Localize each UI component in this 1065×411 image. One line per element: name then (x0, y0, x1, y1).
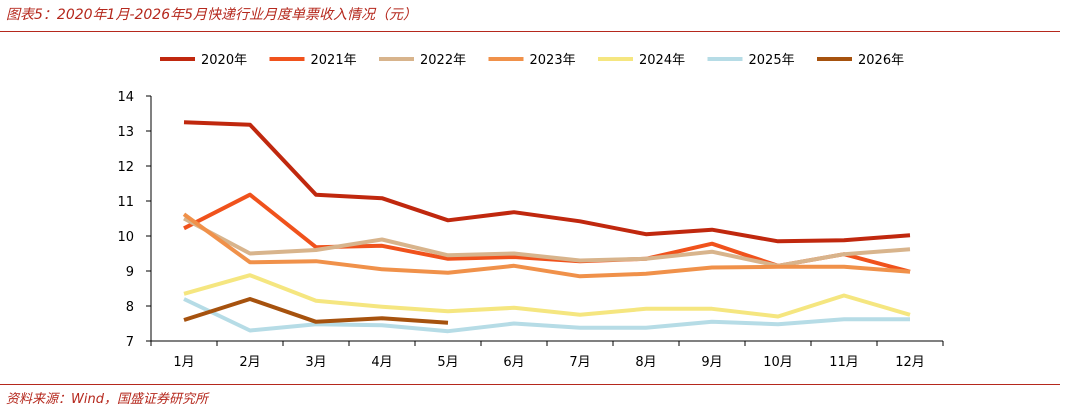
x-tick-label: 1月 (173, 355, 194, 370)
x-tick-label: 11月 (829, 355, 859, 370)
source-note: 资料来源：Wind，国盛证券研究所 (6, 392, 208, 407)
x-tick-label: 7月 (569, 355, 590, 370)
legend-label: 2020年 (201, 53, 247, 68)
y-tick-label: 7 (126, 335, 134, 350)
legend-label: 2025年 (749, 53, 795, 68)
x-tick-label: 10月 (763, 355, 793, 370)
chart-series (182, 120, 911, 334)
y-tick-label: 12 (117, 160, 134, 175)
series-line-2024年 (183, 273, 911, 319)
series-line-2023年 (182, 212, 911, 279)
top-divider (0, 31, 1060, 32)
x-tick-label: 3月 (305, 355, 326, 370)
series-line-2026年 (183, 297, 449, 325)
legend-label: 2021年 (311, 53, 357, 68)
x-tick-label: 5月 (437, 355, 458, 370)
y-tick-label: 13 (117, 125, 134, 140)
legend-label: 2026年 (858, 53, 904, 68)
chart-axes: 7 8 9 10 11 12 13 14 1月 2月 3月 4月 5月 6月 7月 8月 9月 10月 11月 12月 (117, 90, 944, 370)
bottom-divider (0, 384, 1060, 385)
x-tick-label: 9月 (701, 355, 722, 370)
series-line-2020年 (183, 120, 911, 244)
x-tick-label: 6月 (503, 355, 524, 370)
series-line-2022年 (183, 216, 911, 268)
y-tick-label: 10 (117, 230, 134, 245)
y-tick-label: 11 (117, 195, 134, 210)
legend-label: 2022年 (420, 53, 466, 68)
legend-label: 2024年 (639, 53, 685, 68)
figure-title: 图表5：2020年1月-2026年5月快递行业月度单票收入情况（元） (6, 7, 418, 23)
y-tick-label: 9 (126, 265, 134, 280)
x-tick-label: 2月 (239, 355, 260, 370)
chart-legend: 2020年 2021年 2022年 2023年 2024年 2025年 2026年 (160, 53, 904, 68)
series-line-2025年 (183, 297, 910, 334)
x-tick-label: 8月 (635, 355, 656, 370)
legend-label: 2023年 (530, 53, 576, 68)
x-tick-label: 12月 (895, 355, 925, 370)
x-tick-label: 4月 (371, 355, 392, 370)
y-tick-label: 14 (117, 90, 134, 105)
y-tick-label: 8 (126, 300, 134, 315)
